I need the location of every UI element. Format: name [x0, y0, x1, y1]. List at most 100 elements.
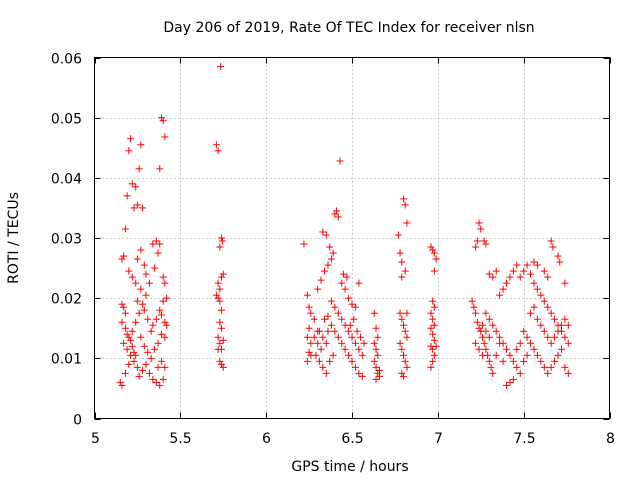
data-point	[157, 311, 165, 319]
data-point	[400, 372, 407, 380]
data-point	[475, 219, 483, 227]
data-point	[516, 339, 524, 347]
data-point	[499, 357, 507, 365]
data-point	[375, 366, 383, 374]
data-point	[492, 267, 500, 275]
data-point	[427, 309, 435, 317]
data-point	[147, 327, 155, 335]
data-point	[533, 351, 541, 359]
data-point	[324, 312, 332, 320]
data-point	[219, 336, 227, 344]
data-point	[152, 378, 160, 386]
data-point	[130, 204, 138, 212]
data-point	[157, 114, 165, 122]
data-point	[429, 345, 437, 353]
data-point	[523, 261, 531, 269]
data-point	[331, 327, 339, 335]
data-point	[216, 318, 224, 326]
data-point	[403, 309, 411, 317]
data-point	[351, 339, 359, 347]
data-point	[327, 321, 335, 329]
data-point	[492, 351, 500, 359]
data-point	[326, 357, 334, 365]
data-point	[350, 315, 358, 323]
data-point	[216, 297, 224, 305]
data-point	[310, 333, 318, 341]
data-point	[355, 345, 363, 353]
data-point	[430, 267, 438, 275]
data-point	[130, 357, 138, 365]
data-point	[132, 318, 140, 326]
data-point	[303, 333, 311, 341]
data-point	[144, 315, 152, 323]
data-point	[401, 267, 409, 275]
data-point	[159, 273, 167, 281]
data-point	[338, 315, 346, 323]
y-tick-label: 0	[73, 413, 82, 429]
data-point	[212, 141, 220, 149]
data-point	[156, 306, 164, 314]
data-point	[339, 270, 347, 278]
data-point	[372, 324, 380, 332]
data-point	[358, 351, 366, 359]
data-point	[358, 372, 366, 380]
data-point	[351, 363, 359, 371]
data-point	[544, 273, 552, 281]
data-point	[430, 249, 438, 257]
data-point	[509, 357, 517, 365]
data-point	[537, 321, 545, 329]
data-point	[556, 258, 564, 266]
data-point	[348, 333, 356, 341]
x-tick-label: 7.5	[513, 431, 535, 447]
data-point	[218, 324, 226, 332]
data-point	[485, 315, 493, 323]
data-point	[372, 345, 380, 353]
data-point	[140, 342, 148, 350]
data-point	[312, 351, 320, 359]
y-tick-labels: 0 0.01 0.02 0.03 0.04 0.05 0.06	[51, 52, 82, 429]
y-tick-label: 0.05	[51, 112, 82, 128]
data-point	[472, 243, 480, 251]
data-point	[121, 324, 129, 332]
data-point	[429, 315, 437, 323]
data-point	[329, 249, 337, 257]
data-point	[398, 273, 406, 281]
data-point	[156, 240, 164, 248]
chart-title: Day 206 of 2019, Rate Of TEC Index for r…	[163, 20, 534, 36]
plot-frame	[94, 57, 610, 419]
data-point	[341, 285, 349, 293]
data-point	[127, 135, 135, 143]
data-point	[360, 339, 368, 347]
data-point	[216, 243, 224, 251]
data-point	[214, 279, 222, 287]
data-point	[509, 375, 517, 383]
data-point	[338, 279, 346, 287]
data-point	[355, 279, 363, 287]
data-point	[132, 183, 140, 191]
data-point	[327, 297, 335, 305]
y-axis-label: ROTI / TECUs	[6, 192, 22, 284]
data-point	[561, 279, 569, 287]
data-point	[149, 321, 157, 329]
data-point	[564, 369, 572, 377]
data-point	[321, 315, 329, 323]
data-point	[121, 309, 129, 317]
data-point	[135, 165, 143, 173]
data-point	[315, 327, 323, 335]
data-point	[506, 378, 514, 386]
data-point	[432, 255, 440, 263]
data-point	[551, 333, 559, 341]
x-axis-label: GPS time / hours	[291, 459, 408, 475]
data-point	[357, 333, 365, 341]
data-point	[142, 291, 150, 299]
x-tick-label: 6	[262, 431, 271, 447]
data-point	[370, 357, 378, 365]
data-point	[527, 339, 535, 347]
y-tick-label: 0.03	[51, 232, 82, 248]
data-point	[485, 333, 493, 341]
data-point	[480, 339, 488, 347]
y-tick-label: 0.01	[51, 352, 82, 368]
data-point	[403, 219, 411, 227]
data-point	[303, 357, 311, 365]
